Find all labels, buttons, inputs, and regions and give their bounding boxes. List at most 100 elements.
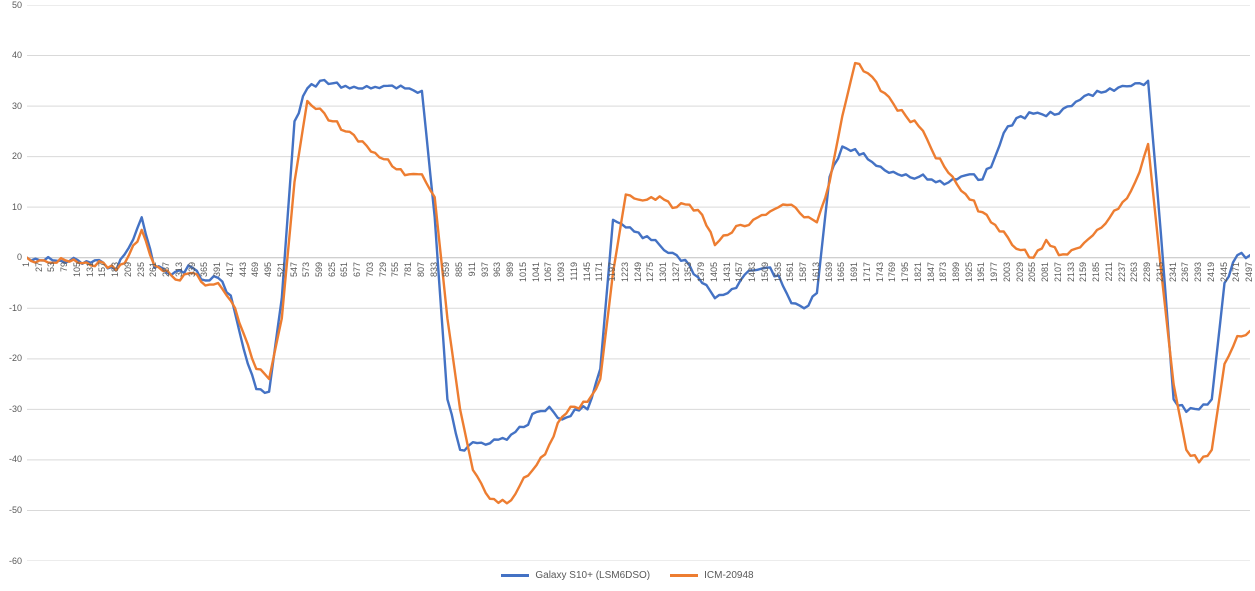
x-axis-label: 2393 <box>1193 261 1204 282</box>
x-axis-label: 1067 <box>543 261 554 282</box>
x-axis-label: 1743 <box>874 261 885 282</box>
x-axis-label: 1405 <box>708 261 719 282</box>
x-axis-label: 1275 <box>645 261 656 282</box>
legend-item-0[interactable]: Galaxy S10+ (LSM6DSO) <box>501 570 650 581</box>
y-axis-label: -30 <box>8 403 22 414</box>
series-line-1[interactable] <box>27 61 1250 505</box>
x-axis-label: 339 <box>186 261 197 277</box>
x-axis-label: 1639 <box>823 261 834 282</box>
x-axis-label: 131 <box>84 261 95 277</box>
y-axis-label: 20 <box>11 151 22 162</box>
x-axis-label: 1847 <box>925 261 936 282</box>
x-axis-label: 2497 <box>1244 261 1254 282</box>
x-axis-label: 2445 <box>1218 261 1229 282</box>
x-axis-label: 755 <box>390 261 401 277</box>
x-axis-label: 2419 <box>1205 261 1216 282</box>
y-axis-label: -10 <box>8 302 22 313</box>
chart-legend: Galaxy S10+ (LSM6DSO) ICM-20948 <box>0 570 1255 581</box>
x-axis-label: 495 <box>263 261 274 277</box>
x-axis-label: 2237 <box>1116 261 1127 282</box>
x-axis-label: 677 <box>352 261 363 277</box>
x-axis-label: 1041 <box>530 261 541 282</box>
y-axis-label: -50 <box>8 504 22 515</box>
legend-line-marker <box>670 574 699 577</box>
x-axis-label: 885 <box>454 261 465 277</box>
x-axis-label: 53 <box>46 261 57 272</box>
x-axis-label: 1977 <box>989 261 1000 282</box>
x-axis-label: 833 <box>428 261 439 277</box>
x-axis-label: 1431 <box>721 261 732 282</box>
x-axis-label: 1951 <box>976 261 987 282</box>
x-axis-label: 1769 <box>887 261 898 282</box>
x-axis-label: 859 <box>441 261 452 277</box>
x-axis-label: 1015 <box>517 261 528 282</box>
x-axis-label: 2029 <box>1014 261 1025 282</box>
x-axis-label: 79 <box>59 261 70 272</box>
x-axis-label: 313 <box>173 261 184 277</box>
x-axis-label: 1873 <box>938 261 949 282</box>
x-axis-label: 1119 <box>568 261 579 281</box>
x-axis-label: 1 <box>21 261 31 267</box>
x-axis-label: 157 <box>97 261 108 277</box>
x-axis-label: 1171 <box>594 261 605 282</box>
x-axis-label: 1301 <box>657 261 668 282</box>
x-axis-label: 1509 <box>759 261 770 282</box>
x-axis-label: 729 <box>377 261 388 277</box>
x-axis-label: 911 <box>466 261 477 277</box>
x-axis-label: 625 <box>326 261 337 277</box>
x-axis-label: 521 <box>275 261 286 277</box>
y-axis-label: 50 <box>11 0 22 10</box>
x-axis-label: 1665 <box>836 261 847 282</box>
x-axis-label: 2159 <box>1078 261 1089 282</box>
x-axis-label: 573 <box>301 261 312 277</box>
x-axis-label: 547 <box>288 261 299 277</box>
x-axis-label: 599 <box>314 261 324 277</box>
x-axis-label: 781 <box>403 261 414 277</box>
x-axis-label: 261 <box>148 261 159 277</box>
plot-area[interactable] <box>27 5 1250 561</box>
x-axis-label: 183 <box>110 261 121 277</box>
x-axis-label: 2315 <box>1154 261 1165 282</box>
x-axis-label: 2367 <box>1180 261 1191 282</box>
x-axis-label: 1197 <box>607 261 618 282</box>
x-axis-label: 1535 <box>772 261 783 282</box>
x-axis-label: 1795 <box>900 261 911 282</box>
x-axis-label: 2289 <box>1142 261 1153 282</box>
x-axis-label: 1613 <box>810 261 821 282</box>
x-axis-label: 2107 <box>1052 261 1063 282</box>
x-axis-label: 963 <box>492 261 503 277</box>
x-axis-label: 1717 <box>861 261 872 282</box>
x-axis-label: 365 <box>199 261 210 277</box>
x-axis-label: 1821 <box>912 261 923 282</box>
x-axis-label: 2055 <box>1027 261 1038 282</box>
x-axis-label: 417 <box>224 261 235 277</box>
x-axis-label: 703 <box>364 261 375 277</box>
y-axis-label: -40 <box>8 454 22 465</box>
legend-label: ICM-20948 <box>704 570 754 581</box>
legend-item-1[interactable]: ICM-20948 <box>670 570 754 581</box>
x-axis-label: 391 <box>212 261 223 277</box>
x-axis-label: 1249 <box>632 261 643 282</box>
x-axis-label: 2133 <box>1065 261 1076 282</box>
x-axis-label: 235 <box>135 261 146 277</box>
legend-line-marker <box>501 574 530 577</box>
y-axis-label: 0 <box>16 252 22 263</box>
x-axis-label: 2003 <box>1001 261 1012 282</box>
x-axis-label: 469 <box>250 261 261 277</box>
series-line-0[interactable] <box>27 78 1250 452</box>
x-axis-label: 2471 <box>1231 261 1242 282</box>
x-axis-label: 2263 <box>1129 261 1140 282</box>
x-axis-label: 1223 <box>619 261 630 282</box>
x-axis-label: 2081 <box>1040 261 1051 282</box>
x-axis-label: 1925 <box>963 261 974 282</box>
x-axis-label: 2185 <box>1091 261 1102 282</box>
x-axis-label: 443 <box>237 261 248 277</box>
x-axis-label: 1353 <box>683 261 694 282</box>
x-axis-label: 1327 <box>670 261 681 282</box>
x-axis-label: 2341 <box>1167 261 1178 282</box>
y-axis-label: 10 <box>11 201 22 212</box>
x-axis-label: 27 <box>33 261 44 272</box>
x-axis-label: 1483 <box>747 261 758 282</box>
x-axis-label: 287 <box>161 261 172 277</box>
